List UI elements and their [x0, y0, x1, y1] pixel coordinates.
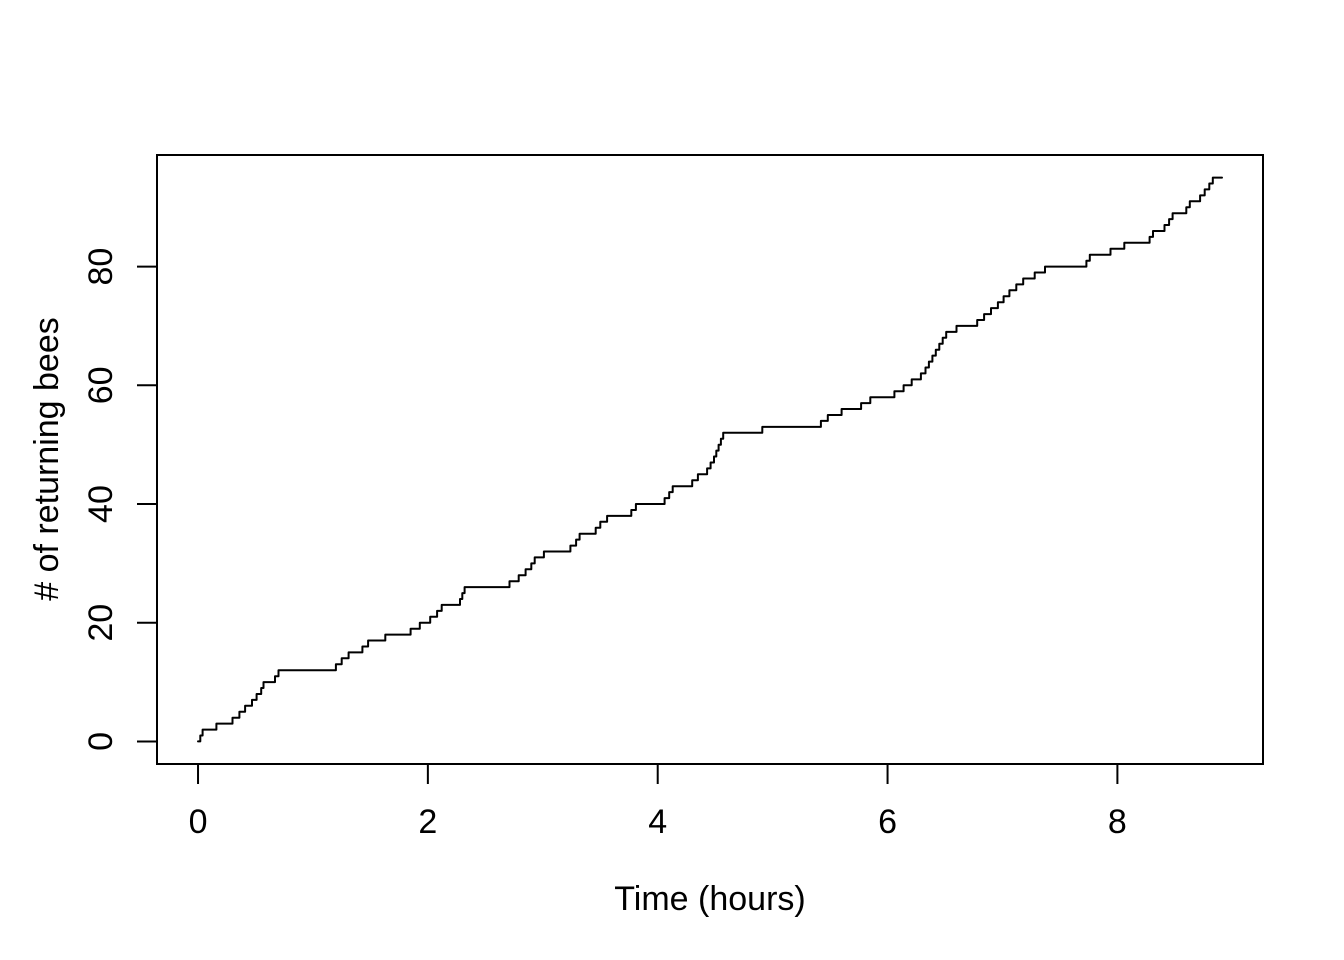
y-tick-label: 20	[82, 604, 120, 642]
x-axis: 0 2 4 6 8	[189, 764, 1127, 841]
plot-box	[156, 154, 1264, 765]
y-tick-label: 40	[82, 485, 120, 523]
y-axis-label: # of returning bees	[28, 317, 66, 601]
x-tick-label: 4	[648, 803, 667, 841]
x-tick-label: 8	[1108, 803, 1127, 841]
y-tick-label: 0	[82, 732, 120, 751]
x-tick-label: 6	[878, 803, 897, 841]
y-axis: 0 20 40 60 80	[82, 248, 157, 751]
x-tick-label: 2	[418, 803, 437, 841]
step-line	[197, 176, 1223, 743]
x-tick-label: 0	[189, 803, 208, 841]
x-axis-label: Time (hours)	[614, 880, 805, 918]
y-tick-label: 60	[82, 366, 120, 404]
y-tick-label: 80	[82, 248, 120, 286]
